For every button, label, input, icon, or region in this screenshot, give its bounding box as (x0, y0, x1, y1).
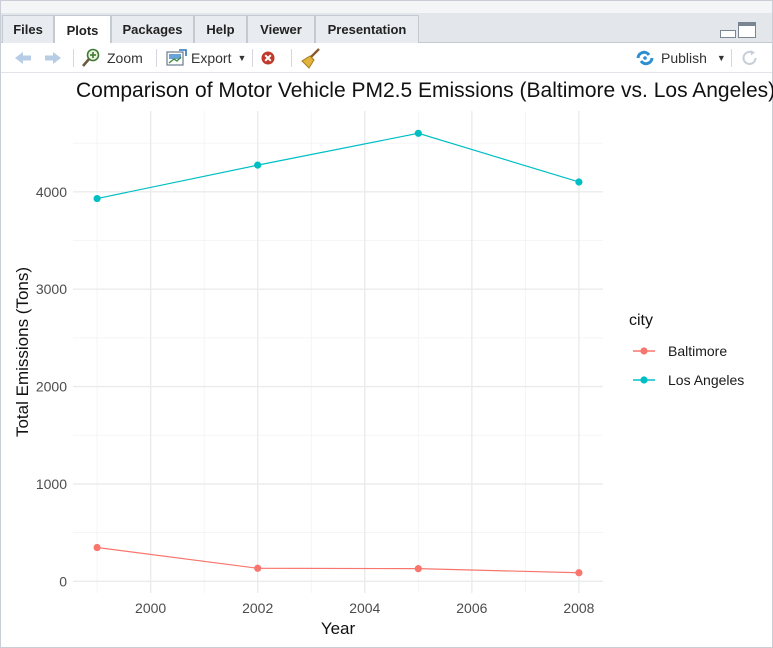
forward-button[interactable] (43, 46, 63, 70)
y-tick-label: 2000 (36, 379, 67, 395)
data-point-los-angeles (93, 194, 101, 203)
zoom-label: Zoom (107, 50, 143, 66)
arrow-forward-icon (45, 52, 61, 64)
arrow-back-icon (15, 52, 31, 64)
x-tick-label: 2004 (349, 600, 380, 616)
data-point-los-angeles (254, 161, 262, 169)
remove-plot-icon (261, 51, 275, 65)
y-tick-label: 4000 (36, 184, 67, 200)
legend-label-los-angeles: Los Angeles (668, 372, 744, 388)
clear-all-button[interactable] (300, 46, 322, 70)
chart-title: Comparison of Motor Vehicle PM2.5 Emissi… (76, 79, 773, 102)
legend-title: city (629, 312, 653, 329)
data-point-baltimore (575, 569, 583, 577)
x-axis-label: Year (321, 619, 356, 638)
pane-tab-bar: Files Plots Packages Help Viewer Present… (1, 13, 772, 44)
publish-label: Publish (661, 50, 707, 66)
export-label: Export (191, 50, 232, 66)
x-tick-label: 2006 (456, 600, 487, 616)
publish-icon (636, 50, 654, 66)
y-tick-label: 1000 (36, 476, 67, 492)
legend-label-baltimore: Baltimore (668, 343, 727, 359)
legend-key-point-baltimore (640, 347, 648, 355)
tab-packages[interactable]: Packages (111, 15, 194, 43)
toolbar-separator (73, 49, 74, 67)
legend-key-point-los-angeles (640, 376, 648, 384)
remove-plot-button[interactable] (260, 46, 276, 70)
chevron-down-icon: ▼ (716, 53, 726, 63)
tab-presentation[interactable]: Presentation (315, 15, 419, 43)
y-tick-label: 3000 (36, 281, 67, 297)
pane-top-strip (1, 1, 772, 13)
y-axis-label: Total Emissions (Tons) (13, 267, 32, 437)
back-button[interactable] (13, 46, 33, 70)
x-tick-label: 2002 (242, 600, 273, 616)
data-point-baltimore (254, 564, 262, 572)
series-line-baltimore (97, 546, 579, 574)
tab-plots-label: Plots (66, 22, 99, 38)
refresh-icon (742, 50, 757, 65)
x-tick-label: 2008 (563, 600, 594, 616)
tab-plots[interactable]: Plots (54, 15, 111, 44)
tab-files-label: Files (13, 22, 43, 37)
zoom-button[interactable]: Zoom (81, 46, 143, 70)
tab-help-label: Help (206, 22, 235, 37)
maximize-icon[interactable] (738, 22, 756, 38)
data-point-baltimore (414, 565, 422, 573)
line-chart: 2000 2002 2004 2006 2008 0 1000 2000 3000 4000 Y… (13, 111, 744, 638)
tab-viewer[interactable]: Viewer (247, 15, 315, 43)
plots-toolbar: Zoom Export ▼ (1, 43, 772, 73)
toolbar-separator (252, 49, 253, 67)
data-point-los-angeles (414, 129, 422, 137)
publish-button[interactable]: Publish ▼ (635, 46, 726, 70)
minimize-icon[interactable] (720, 30, 736, 38)
export-icon (166, 49, 187, 66)
tab-packages-label: Packages (122, 22, 183, 37)
data-point-baltimore (93, 543, 101, 552)
toolbar-separator (156, 49, 157, 67)
toolbar-separator (731, 49, 732, 67)
refresh-button[interactable] (741, 46, 759, 70)
y-tick-label: 0 (59, 573, 67, 589)
tab-help[interactable]: Help (194, 15, 247, 43)
series-line-los-angeles (96, 132, 580, 200)
tab-files[interactable]: Files (2, 15, 54, 43)
chevron-down-icon: ▼ (237, 53, 247, 63)
zoom-icon (82, 48, 100, 67)
x-tick-label: 2000 (135, 600, 166, 616)
tab-presentation-label: Presentation (327, 22, 407, 37)
toolbar-separator (291, 49, 292, 67)
export-button[interactable]: Export ▼ (165, 46, 246, 70)
tab-viewer-label: Viewer (260, 22, 302, 37)
broom-icon (301, 48, 320, 69)
data-point-los-angeles (575, 178, 583, 186)
legend: Baltimore Los Angeles (633, 343, 744, 388)
